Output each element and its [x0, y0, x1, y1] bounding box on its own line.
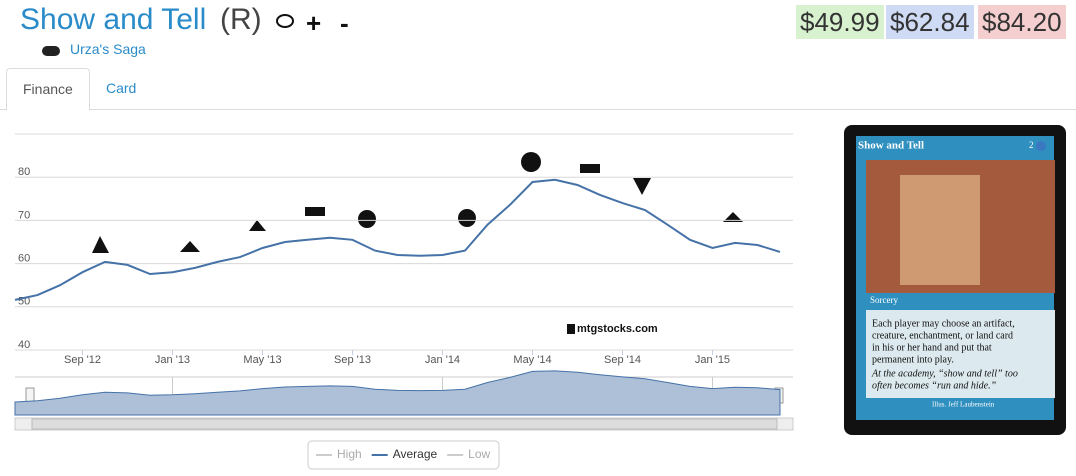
x-tick-label: Jan '13: [155, 354, 190, 366]
x-tick-label: Jan '15: [695, 354, 730, 366]
price-high: $84.20: [978, 5, 1066, 39]
x-tick-label: Sep '13: [334, 354, 371, 366]
card-flavor: often becomes “run and hide.”: [872, 380, 997, 391]
x-tick-label: Sep '14: [604, 354, 641, 366]
legend-box: [307, 440, 500, 470]
y-tick-label: 40: [18, 339, 30, 351]
add-button[interactable]: +: [306, 8, 322, 38]
price-low: $49.99: [796, 5, 884, 39]
nav-area: [14, 370, 781, 416]
card-title: Show and Tell: [20, 3, 207, 36]
y-tick-label: 60: [18, 253, 30, 265]
set-marker: [521, 152, 541, 172]
watch-icon[interactable]: [276, 14, 294, 28]
tab-card[interactable]: Card: [106, 80, 137, 96]
card-frame: [856, 136, 1054, 420]
watermark-icon: [567, 324, 575, 334]
y-tick-label: 80: [18, 166, 30, 178]
nav-tick-label: 2015: [716, 403, 740, 415]
scrollbar-thumb[interactable]: [31, 418, 778, 430]
card-border: [844, 125, 1066, 435]
card-rules: Each player may choose an artifact,: [872, 318, 1015, 329]
card-art: [866, 160, 1055, 293]
legend-label[interactable]: Low: [468, 447, 490, 461]
legend-label[interactable]: Average: [393, 447, 438, 461]
set-marker: [249, 220, 266, 231]
card-artist: Illus. Jeff Laubenstein: [932, 401, 995, 409]
rarity: (R): [220, 3, 262, 36]
card-cost: 2: [1029, 140, 1034, 150]
nav-tick-label: 2013: [176, 403, 200, 415]
nav-handle[interactable]: [25, 387, 35, 404]
card-art: [900, 175, 980, 285]
card-rules: permanent into play.: [872, 354, 954, 365]
set-marker: [180, 241, 200, 252]
card-textbox: [866, 310, 1055, 398]
card-type: Sorcery: [870, 295, 898, 305]
card-image: [844, 125, 1066, 435]
set-marker: [305, 207, 325, 216]
set-marker: [580, 164, 600, 173]
x-tick-label: Sep '12: [64, 354, 101, 366]
set-marker: [458, 209, 476, 227]
set-release-markers: [92, 152, 743, 334]
set-marker: [92, 236, 109, 253]
price-line: [14, 178, 781, 301]
legend-label[interactable]: High: [337, 447, 362, 461]
card-flavor: At the academy, “show and tell” too: [871, 368, 1018, 379]
y-tick-label: 70: [18, 209, 30, 221]
remove-button[interactable]: -: [340, 8, 349, 38]
y-tick-label: 50: [18, 296, 30, 308]
set-marker: [358, 210, 376, 228]
scrollbar[interactable]: [14, 417, 794, 431]
set-marker: [723, 212, 743, 222]
x-tick-label: May '14: [513, 354, 551, 366]
set-marker: [633, 178, 651, 195]
x-tick-label: May '13: [243, 354, 281, 366]
nav-handle[interactable]: [774, 387, 784, 404]
mana-symbol: [1036, 141, 1046, 151]
tab-finance[interactable]: Finance: [6, 68, 90, 111]
nav-tick-label: 2014: [446, 403, 470, 415]
price-avg: $62.84: [886, 5, 974, 39]
x-tick-label: Jan '14: [425, 354, 460, 366]
card-rules: creature, enchantment, or land card: [872, 330, 1013, 341]
watermark: mtgstocks.com: [577, 323, 658, 335]
tab-border: [0, 109, 1076, 110]
set-icon: [42, 46, 60, 56]
set-link[interactable]: Urza's Saga: [70, 41, 146, 57]
card-name: Show and Tell: [858, 140, 924, 152]
card-rules: in his or her hand and put that: [872, 342, 992, 353]
